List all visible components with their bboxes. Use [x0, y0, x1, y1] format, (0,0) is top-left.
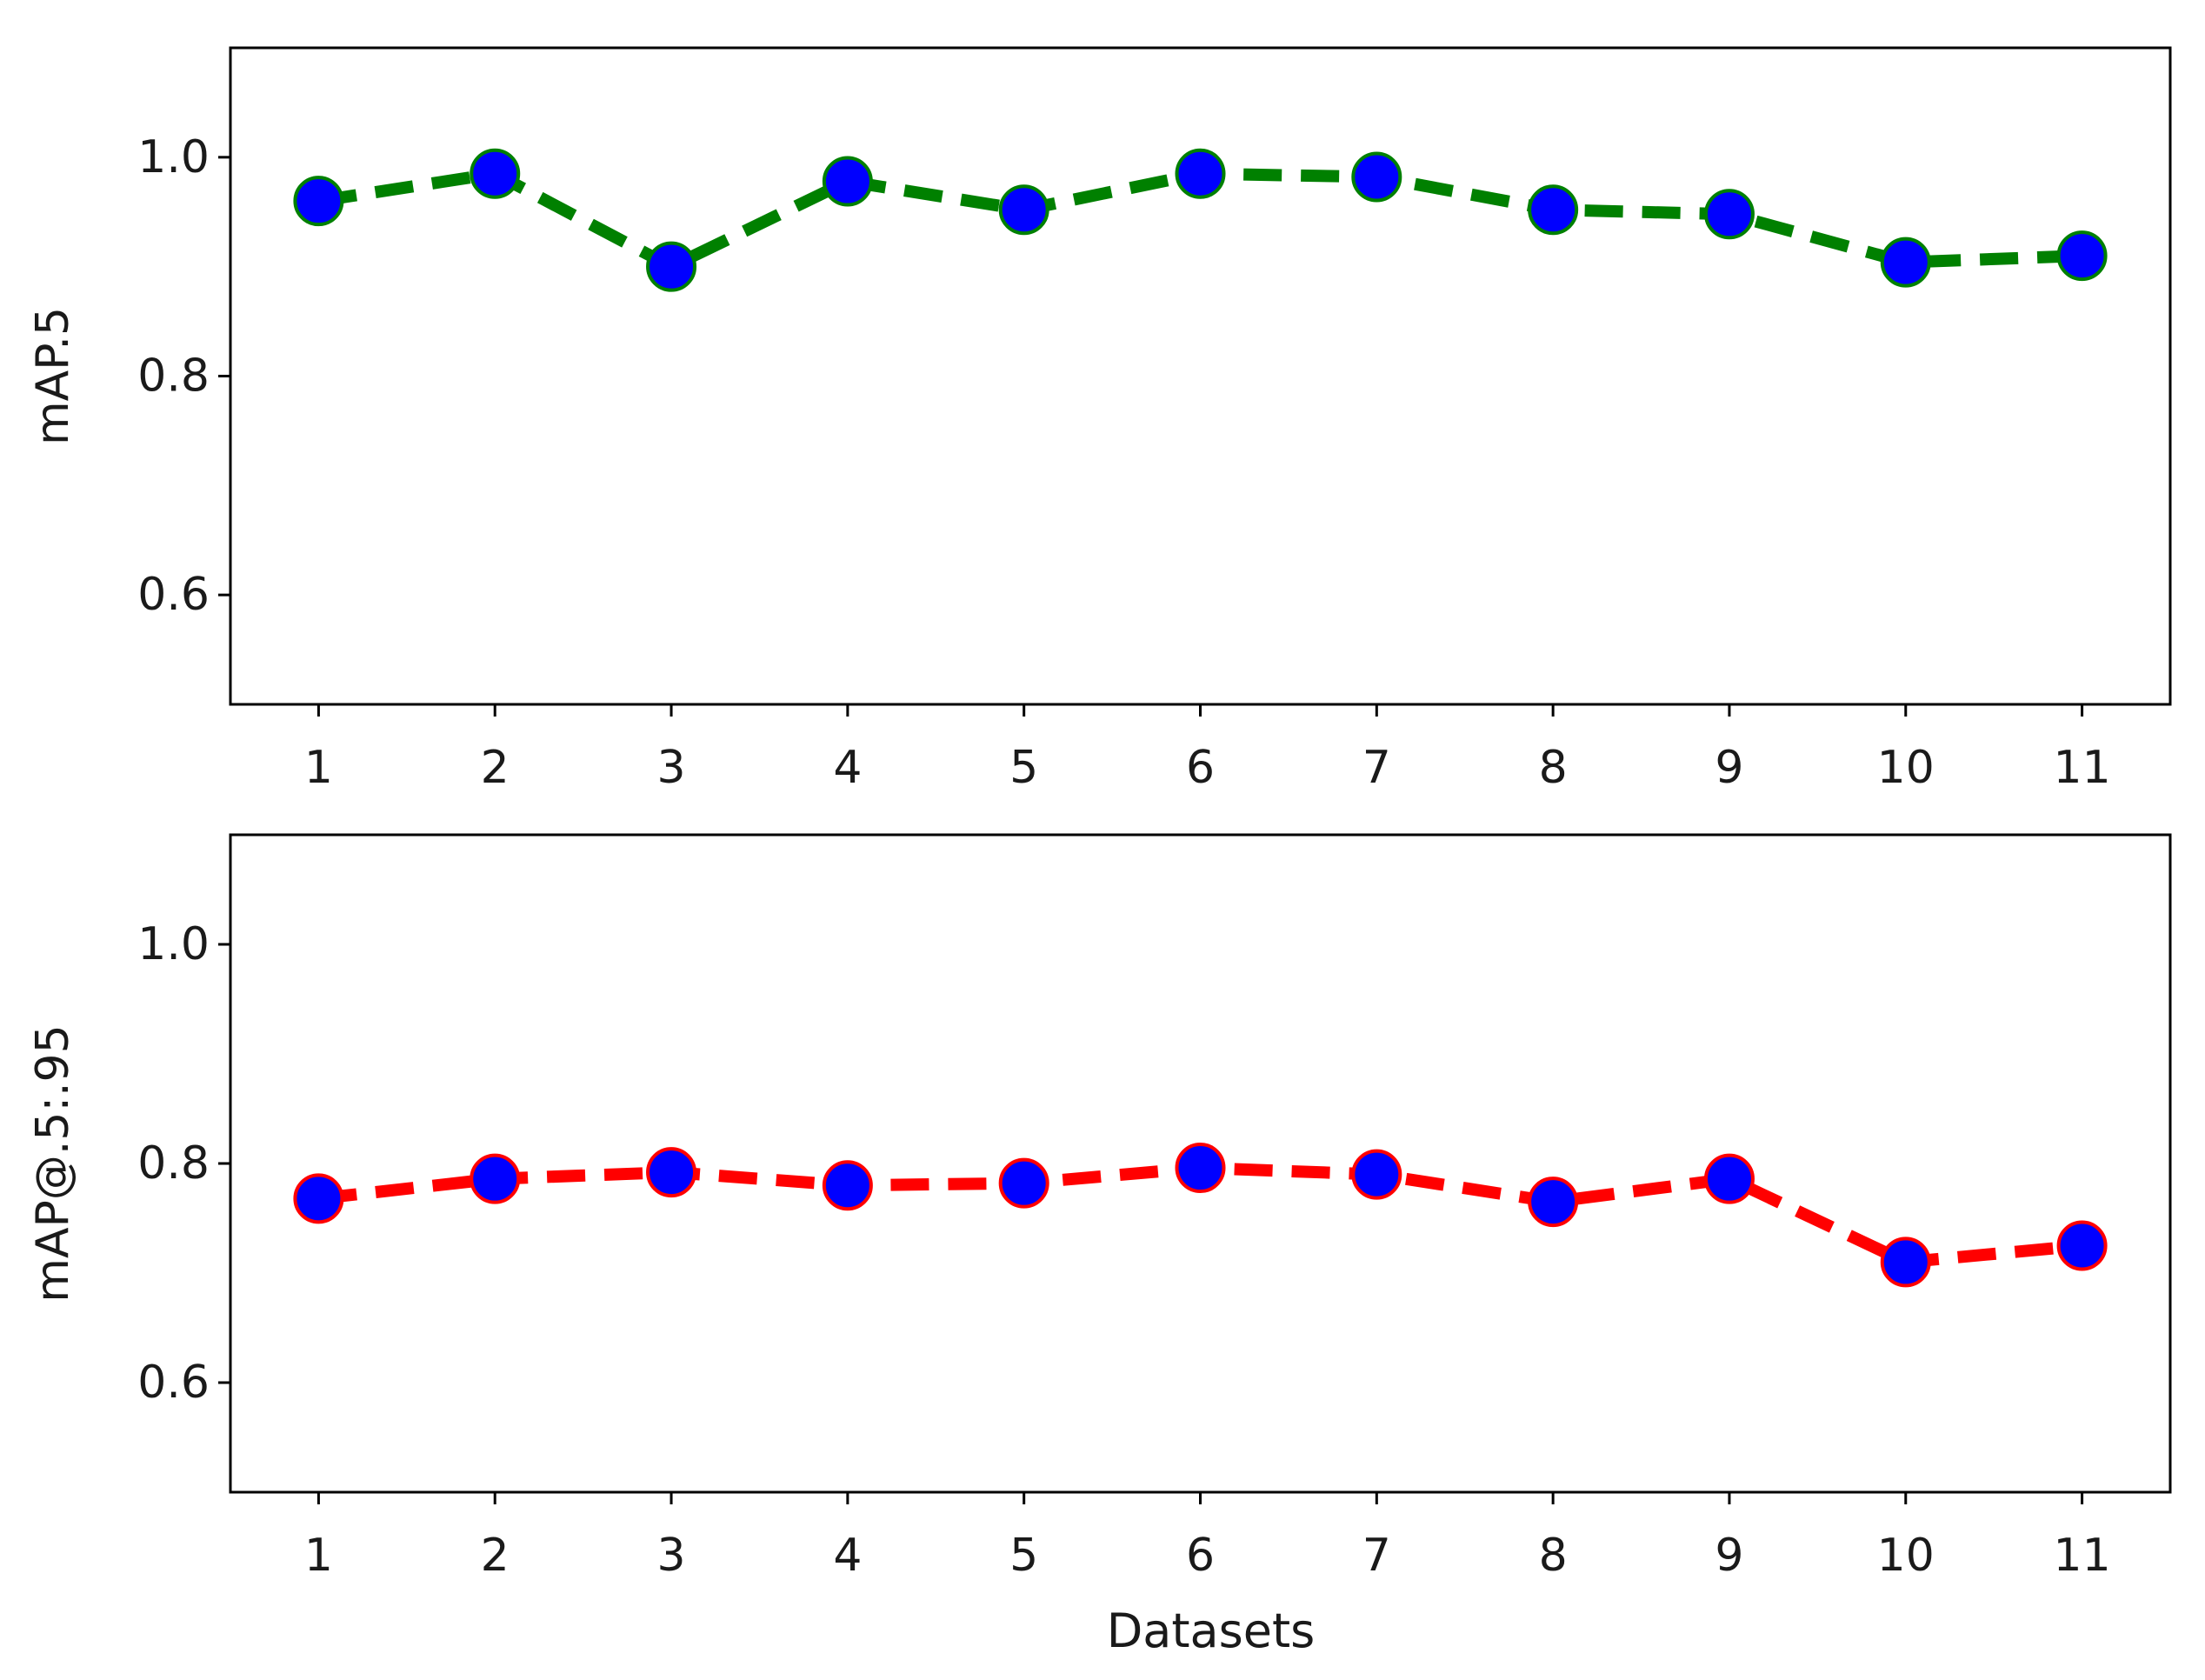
data-point [1528, 1177, 1579, 1228]
x-tick-label: 3 [656, 742, 685, 794]
x-tick-label: 7 [1362, 742, 1391, 794]
x-tick-label: 4 [833, 1530, 862, 1582]
data-point [1880, 1237, 1931, 1288]
x-tick-label: 11 [2054, 742, 2111, 794]
x-axis-label: Datasets [1107, 1603, 1316, 1658]
data-point [1351, 151, 1402, 203]
data-point [1175, 1143, 1226, 1194]
x-tick-label: 4 [833, 742, 862, 794]
x-tick-label: 8 [1539, 742, 1568, 794]
data-point [2056, 230, 2108, 282]
data-point [470, 148, 521, 199]
data-point [1175, 148, 1226, 199]
data-point [1880, 237, 1931, 288]
y-tick-label: 1.0 [137, 131, 210, 183]
x-tick-label: 11 [2054, 1530, 2111, 1582]
y-tick-label: 0.8 [137, 1137, 210, 1190]
data-point [1703, 1153, 1755, 1204]
x-tick-label: 7 [1362, 1530, 1391, 1582]
plot-frame [229, 46, 2172, 706]
y-tick-label: 0.8 [137, 350, 210, 403]
x-tick-label: 10 [1877, 1530, 1935, 1582]
data-point [822, 1160, 873, 1211]
data-point [998, 184, 1049, 236]
data-point [2056, 1220, 2108, 1271]
x-tick-label: 2 [481, 1530, 510, 1582]
data-point [293, 176, 344, 227]
data-point [470, 1153, 521, 1204]
x-tick-label: 9 [1715, 742, 1743, 794]
x-tick-label: 9 [1715, 1530, 1743, 1582]
x-tick-label: 6 [1186, 1530, 1215, 1582]
data-point [1351, 1149, 1402, 1200]
data-point [1528, 184, 1579, 236]
data-point [293, 1173, 344, 1224]
x-tick-label: 6 [1186, 742, 1215, 794]
y-tick-label: 1.0 [137, 918, 210, 970]
x-tick-label: 5 [1009, 1530, 1038, 1582]
x-tick-label: 8 [1539, 1530, 1568, 1582]
data-point [998, 1157, 1049, 1209]
y-axis-label: mAP@.5:.95 [27, 1024, 79, 1302]
y-tick-label: 0.6 [137, 1357, 210, 1409]
data-point [646, 1147, 697, 1198]
x-tick-label: 10 [1877, 742, 1935, 794]
data-point [822, 156, 873, 207]
x-tick-label: 1 [304, 1530, 333, 1582]
data-point [646, 241, 697, 292]
x-tick-label: 2 [481, 742, 510, 794]
chart-map50-95: 0.6 0.8 1.0 1 2 3 4 5 6 7 8 9 10 11 mAP@.5:.95 Datasets [27, 833, 2172, 1658]
data-point [1703, 189, 1755, 240]
y-axis-label: mAP.5 [27, 307, 79, 445]
x-tick-label: 1 [304, 742, 333, 794]
x-tick-label: 5 [1009, 742, 1038, 794]
x-tick-label: 3 [656, 1530, 685, 1582]
y-tick-label: 0.6 [137, 569, 210, 621]
chart-map50: 0.6 0.8 1.0 1 2 3 4 5 6 7 8 9 10 11 mAP.5 [27, 46, 2172, 794]
